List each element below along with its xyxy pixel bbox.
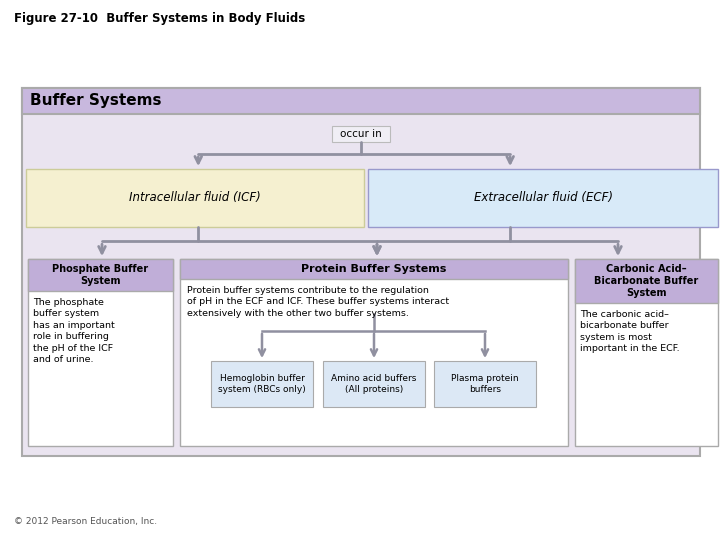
Bar xyxy=(211,361,313,407)
Text: Buffer Systems: Buffer Systems xyxy=(30,93,161,109)
Bar xyxy=(575,259,718,446)
Text: occur in: occur in xyxy=(340,129,382,139)
Text: The phosphate
buffer system
has an important
role in buffering
the pH of the ICF: The phosphate buffer system has an impor… xyxy=(33,298,114,365)
Bar xyxy=(323,361,425,407)
Bar xyxy=(180,259,568,279)
Text: Plasma protein
buffers: Plasma protein buffers xyxy=(451,374,519,394)
Bar xyxy=(332,126,390,142)
Bar xyxy=(180,259,568,446)
Bar xyxy=(28,259,173,291)
Text: Protein Buffer Systems: Protein Buffer Systems xyxy=(301,264,446,274)
Bar xyxy=(368,169,718,227)
Text: Intracellular fluid (ICF): Intracellular fluid (ICF) xyxy=(129,192,261,205)
Bar xyxy=(22,88,700,456)
Text: The carbonic acid–
bicarbonate buffer
system is most
important in the ECF.: The carbonic acid– bicarbonate buffer sy… xyxy=(580,310,680,353)
Bar xyxy=(575,259,718,303)
Bar xyxy=(434,361,536,407)
Text: Hemoglobin buffer
system (RBCs only): Hemoglobin buffer system (RBCs only) xyxy=(218,374,306,394)
Bar xyxy=(26,169,364,227)
Text: Protein buffer systems contribute to the regulation
of pH in the ECF and ICF. Th: Protein buffer systems contribute to the… xyxy=(187,286,449,318)
Text: Carbonic Acid–
Bicarbonate Buffer
System: Carbonic Acid– Bicarbonate Buffer System xyxy=(595,264,698,299)
Bar xyxy=(22,88,700,114)
Text: Extracellular fluid (ECF): Extracellular fluid (ECF) xyxy=(474,192,613,205)
Bar xyxy=(28,259,173,446)
Text: Figure 27-10  Buffer Systems in Body Fluids: Figure 27-10 Buffer Systems in Body Flui… xyxy=(14,12,305,25)
Text: © 2012 Pearson Education, Inc.: © 2012 Pearson Education, Inc. xyxy=(14,517,157,526)
Text: Phosphate Buffer
System: Phosphate Buffer System xyxy=(53,264,148,286)
Text: Amino acid buffers
(All proteins): Amino acid buffers (All proteins) xyxy=(331,374,417,394)
